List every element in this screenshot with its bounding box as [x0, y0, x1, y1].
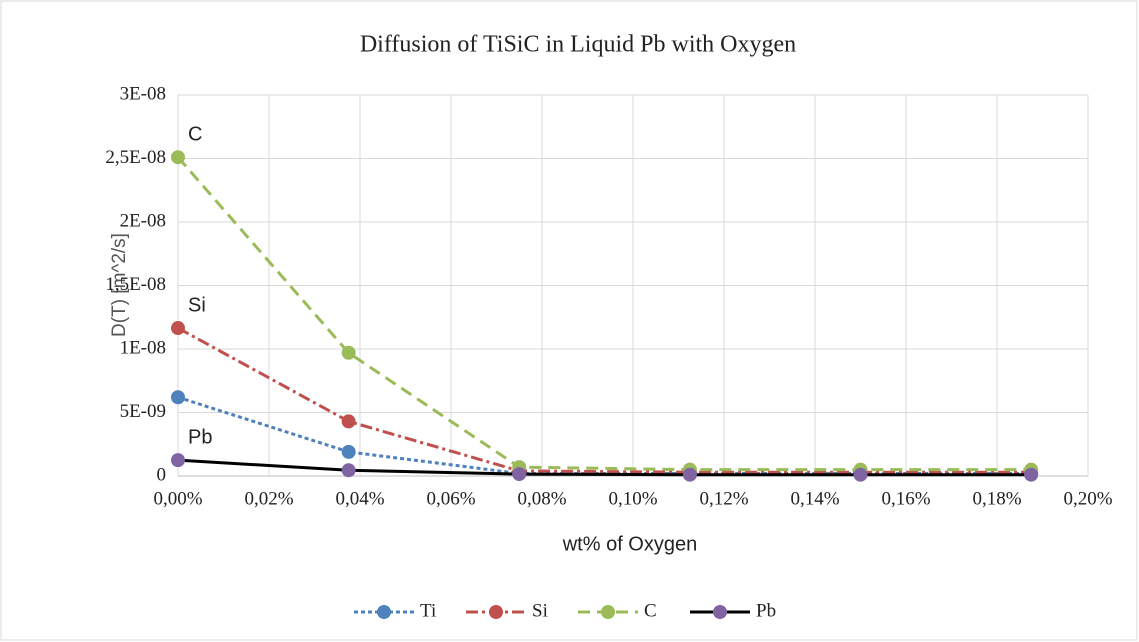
legend-marker: [377, 605, 391, 619]
legend-marker: [601, 605, 615, 619]
series-line: [177, 458, 1032, 477]
legend-label: C: [644, 600, 657, 621]
data-point: [512, 467, 527, 482]
annotation: C: [188, 124, 202, 146]
annotation: Pb: [188, 426, 212, 448]
series-line: [176, 156, 1032, 472]
data-point: [171, 453, 185, 468]
data-point: [341, 463, 356, 478]
data-point: [341, 444, 356, 459]
y-tick-label: 0: [157, 464, 167, 485]
x-tick-label: 0,06%: [426, 488, 475, 509]
x-tick-label: 0,02%: [244, 488, 293, 509]
y-tick-label: 2E-08: [120, 210, 166, 231]
data-point: [171, 390, 185, 405]
data-point: [853, 467, 868, 482]
legend-label: Ti: [420, 600, 436, 621]
x-tick-label: 0,04%: [335, 488, 384, 509]
data-point: [682, 467, 697, 482]
x-tick-label: 0,14%: [790, 488, 839, 509]
y-tick-label: 1,5E-08: [105, 274, 166, 295]
legend-label: Pb: [756, 600, 776, 621]
x-tick-label: 0,00%: [153, 488, 202, 509]
legend-label: Si: [532, 600, 548, 621]
x-tick-label: 0,12%: [699, 488, 748, 509]
x-tick-label: 0,08%: [517, 488, 566, 509]
x-tick-label: 0,20%: [1063, 488, 1112, 509]
data-point: [171, 321, 185, 336]
data-point: [341, 414, 356, 429]
chart-title: Diffusion of TiSiC in Liquid Pb with Oxy…: [360, 32, 796, 58]
x-tick-label: 0,18%: [972, 488, 1021, 509]
data-point: [341, 345, 356, 360]
data-point: [1024, 467, 1039, 482]
y-tick-label: 2,5E-08: [105, 147, 166, 168]
y-tick-label: 1E-08: [120, 337, 166, 358]
x-tick-label: 0,10%: [608, 488, 657, 509]
legend-marker: [713, 605, 727, 619]
y-tick-label: 3E-08: [120, 83, 166, 104]
x-axis-label: wt% of Oxygen: [562, 533, 698, 555]
legend-marker: [489, 605, 503, 619]
annotation: Si: [188, 294, 206, 316]
y-axis-label: D(T) [m^2/s]: [109, 233, 130, 337]
data-point: [171, 150, 185, 165]
series-line: [177, 326, 1032, 474]
x-tick-label: 0,16%: [881, 488, 930, 509]
y-tick-label: 5E-09: [120, 401, 166, 422]
